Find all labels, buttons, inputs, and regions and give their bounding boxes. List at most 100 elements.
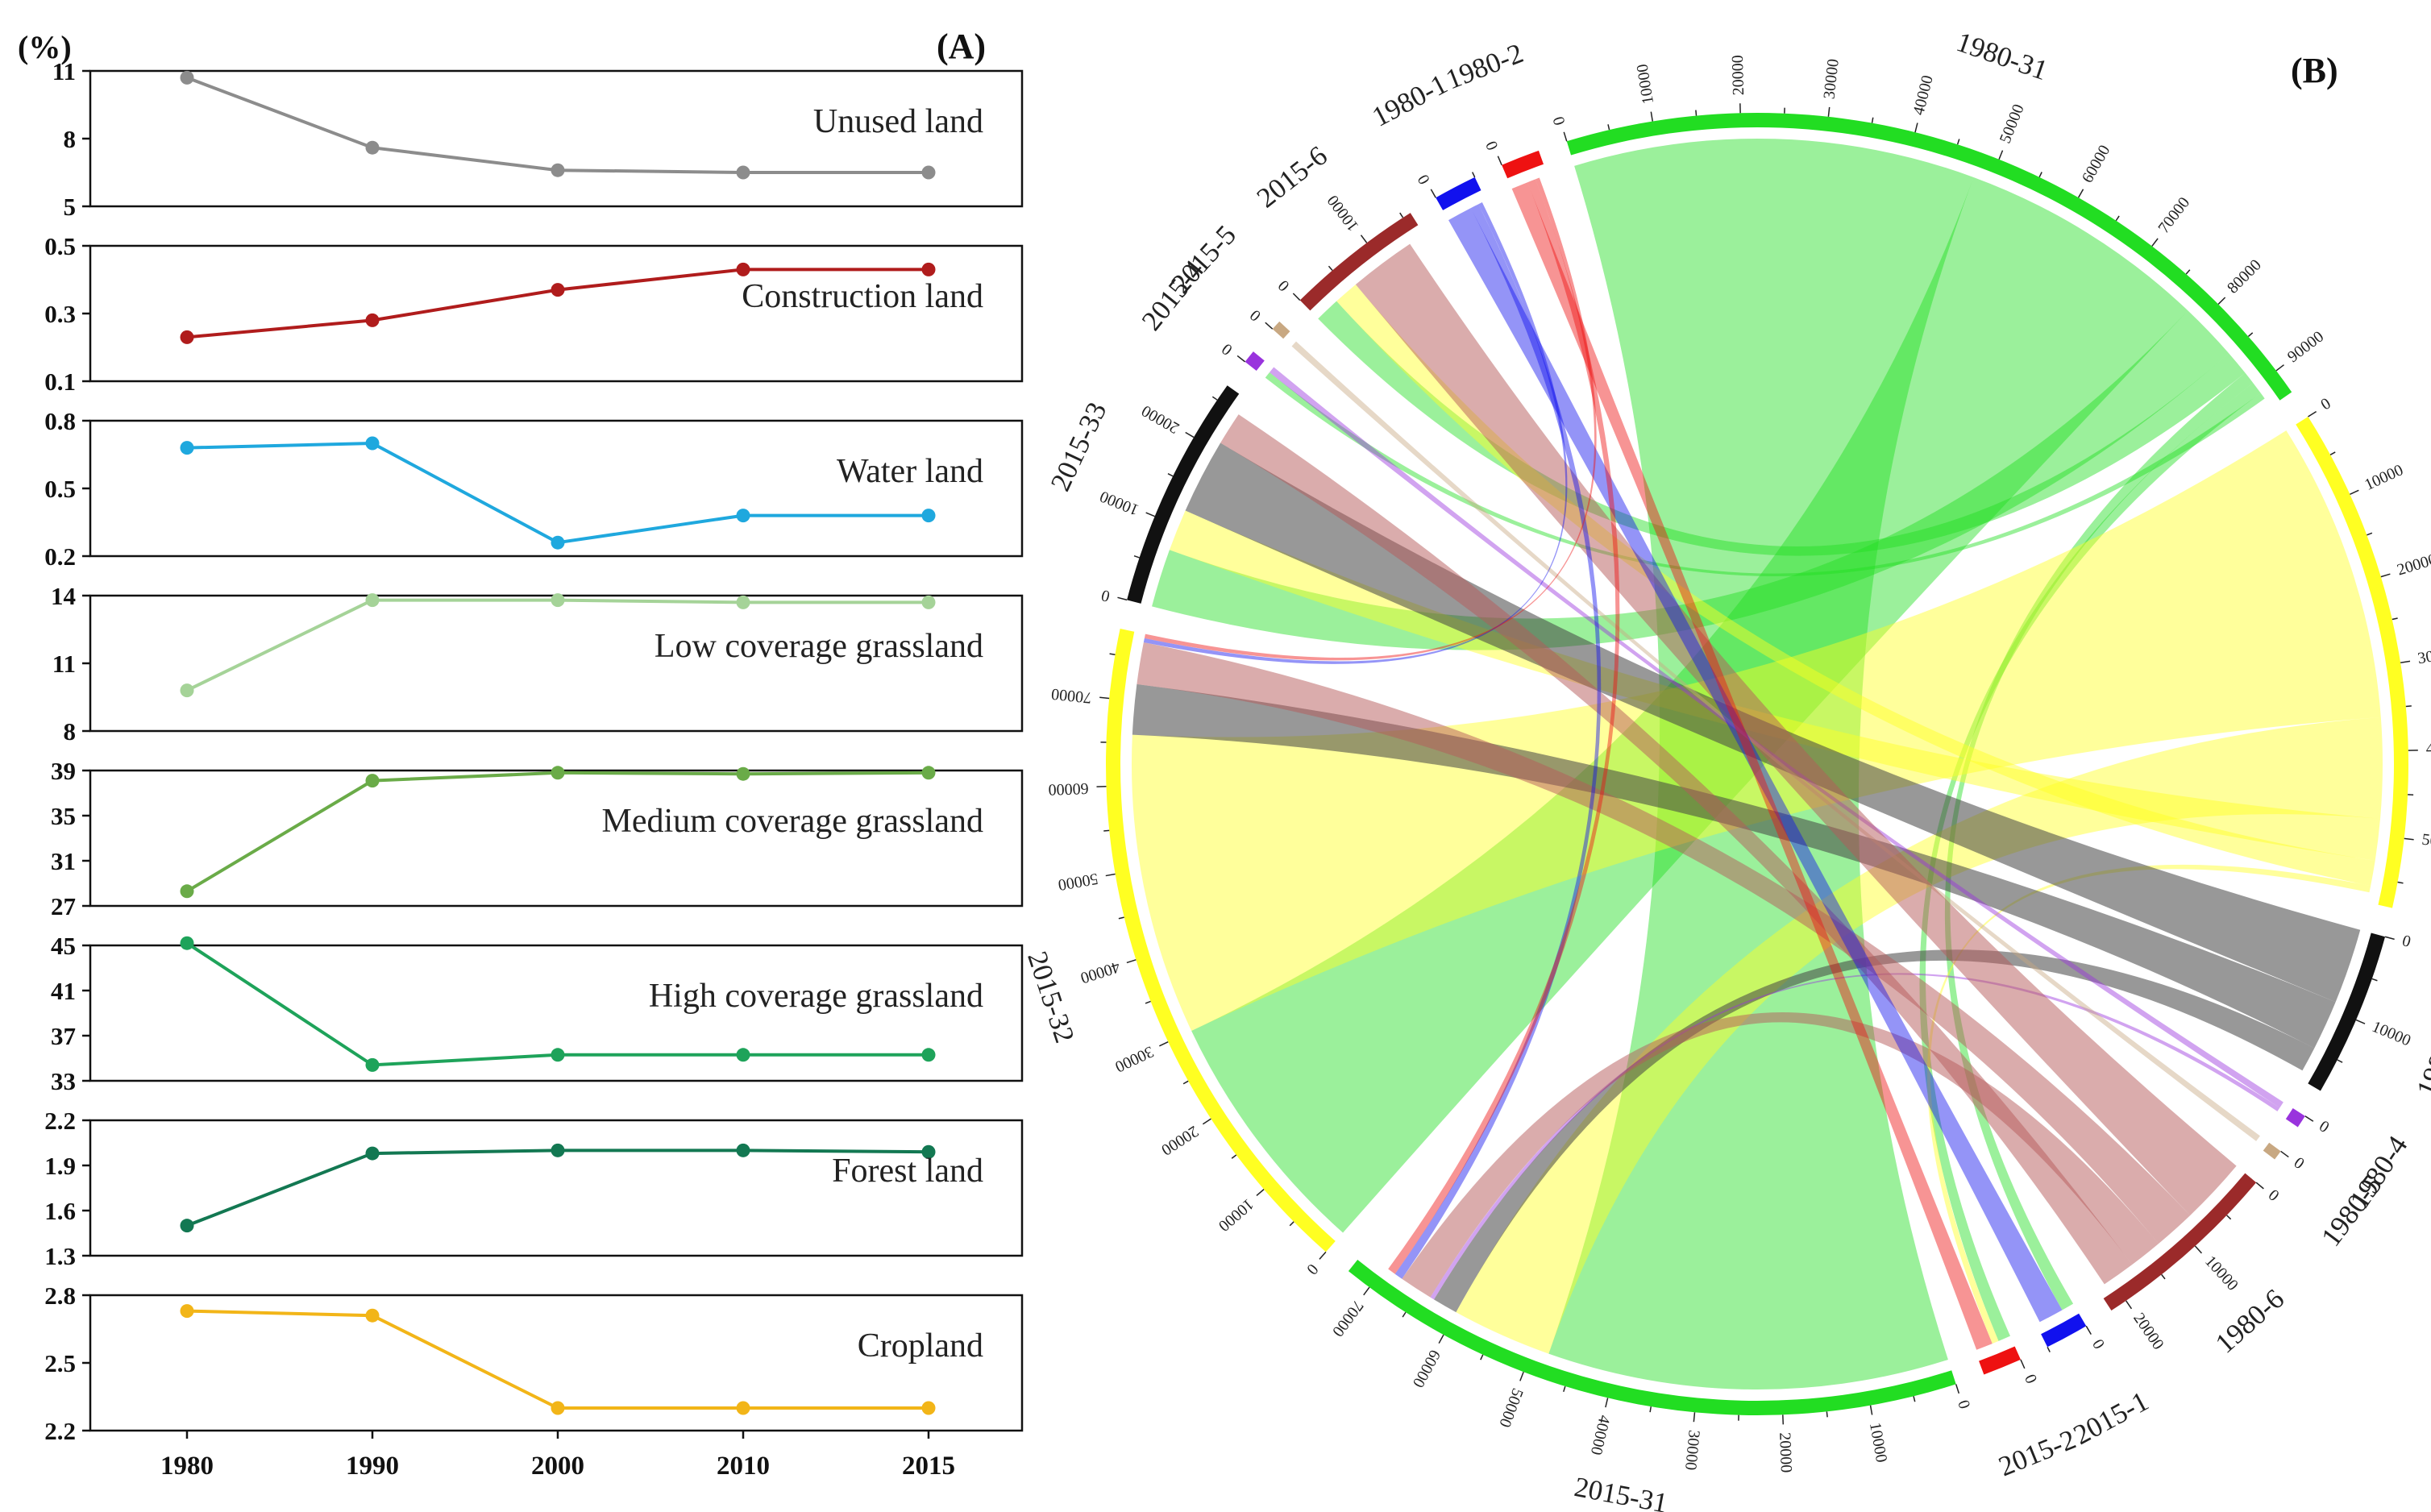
y-tick-label: 0.1 xyxy=(44,368,76,396)
segment-tick-label: 50000 xyxy=(2421,831,2431,854)
data-point-1990 xyxy=(365,436,380,451)
segment-arc xyxy=(1299,213,1419,311)
segment-tick xyxy=(1126,959,1137,964)
segment-tick xyxy=(2115,215,2120,222)
segment-tick xyxy=(1265,322,1274,330)
segment-tick xyxy=(1328,265,1333,271)
segment-tick xyxy=(1563,131,1568,142)
data-point-2000 xyxy=(551,1048,565,1062)
data-point-1980 xyxy=(180,936,194,950)
data-point-1980 xyxy=(180,330,194,344)
chord-1980-33-to-2015-33 xyxy=(1185,442,2361,1003)
segment-tick xyxy=(1231,1154,1237,1159)
series-title: Forest land xyxy=(832,1153,983,1190)
subplot-low-coverage-grassland: 14 11 8 Low coverage grassland xyxy=(51,582,1024,746)
data-point-2000 xyxy=(551,1143,565,1157)
segment-arc xyxy=(2041,1313,2087,1348)
segment-tick-label: 0 xyxy=(2400,932,2412,951)
data-point-2015 xyxy=(921,1144,936,1159)
segment-label: 1980-6 xyxy=(2209,1283,2290,1360)
y-tick-label: 1.3 xyxy=(44,1242,76,1270)
segment-tick xyxy=(2255,1182,2264,1190)
segment-tick xyxy=(1956,139,1960,145)
series-title: Unused land xyxy=(813,103,983,140)
segment-tick-label: 0 xyxy=(1099,586,1112,605)
segment-label: 2015-31 xyxy=(1572,1471,1670,1512)
segment-tick-label: 30000 xyxy=(1681,1429,1703,1471)
segment-tick-label: 0 xyxy=(1415,172,1434,188)
data-point-2010 xyxy=(736,766,750,781)
segment-tick xyxy=(2247,332,2254,338)
segment-tick-label: 90000 xyxy=(2284,328,2327,367)
segment-tick-label: 10000 xyxy=(1215,1195,1257,1235)
segment-tick xyxy=(1185,431,1195,438)
segment-arc xyxy=(2263,1142,2281,1160)
y-tick-label: 35 xyxy=(51,802,76,830)
segment-tick xyxy=(1430,189,1436,198)
data-point-2010 xyxy=(736,1401,750,1415)
subplot-frame xyxy=(89,944,1024,1082)
segment-tick xyxy=(1869,1405,1873,1415)
segment-arc xyxy=(1436,177,1481,210)
segment-arc xyxy=(2285,1108,2305,1128)
segment-arc xyxy=(1348,1260,1956,1415)
segment-tick xyxy=(1117,596,1128,601)
y-tick-label: 39 xyxy=(51,757,76,785)
subplot-forest-land: 2.2 1.9 1.6 1.3 Forest land xyxy=(44,1107,1024,1270)
segment-tick-label: 50000 xyxy=(1997,102,2028,146)
segment-label: 1980-5 xyxy=(2315,1169,2388,1252)
segment-tick-label: 60000 xyxy=(2079,142,2114,185)
segment-tick xyxy=(1145,1000,1151,1004)
segment-tick xyxy=(2217,297,2226,305)
segment-tick xyxy=(1319,1251,1327,1260)
data-point-1980 xyxy=(180,1219,194,1233)
subplot-frame xyxy=(89,1119,1024,1257)
segment-tick-label: 40000 xyxy=(1078,957,1122,987)
segment-tick-label: 50000 xyxy=(1495,1385,1526,1430)
panel-b-chord-diagram: (B) 0 10000 20000 30000 40000 50000 60000 70000… xyxy=(1021,26,2431,1512)
series-line xyxy=(186,1309,929,1410)
data-point-1990 xyxy=(365,593,380,608)
y-tick-label: 33 xyxy=(51,1067,76,1095)
series-line xyxy=(186,1149,929,1227)
data-point-2010 xyxy=(736,595,750,609)
data-point-2010 xyxy=(736,262,750,276)
y-tick-label: 0.5 xyxy=(44,475,76,503)
y-tick-label: 1.9 xyxy=(44,1152,76,1180)
y-tick-label: 2.8 xyxy=(44,1281,76,1310)
segment-arc xyxy=(1272,321,1290,339)
segment-tick xyxy=(1167,473,1174,477)
y-tick-label: 11 xyxy=(52,57,76,85)
segment-1980-2: 0 1980-2 xyxy=(1441,37,1544,179)
segment-tick-label: 0 xyxy=(2316,1117,2332,1136)
segment-tick xyxy=(2275,364,2284,372)
y-tick-label: 31 xyxy=(51,847,76,875)
segment-tick xyxy=(1519,1371,1524,1381)
segment-tick-label: 0 xyxy=(2088,1336,2108,1352)
segment-tick xyxy=(1605,1398,1609,1408)
y-tick-label: 0.2 xyxy=(44,542,76,571)
segment-tick xyxy=(1099,696,1110,700)
segment-tick-label: 10000 xyxy=(1633,63,1657,106)
segment-tick-label: 30000 xyxy=(2416,644,2431,668)
segment-tick-label: 0 xyxy=(2265,1186,2283,1205)
segment-tick xyxy=(1182,1080,1189,1085)
y-tick-label: 2.5 xyxy=(44,1349,76,1377)
segment-tick-label: 0 xyxy=(1550,114,1569,127)
segment-tick xyxy=(2380,573,2391,578)
segment-tick xyxy=(1118,916,1124,920)
panel-a-line-charts: (%) (A) 11 8 5 Unused land 0.5 0.3 0.1 Construc… xyxy=(18,27,1024,1481)
segment-label: 1980-1 xyxy=(1367,68,1452,133)
segment-tick-label: 20000 xyxy=(1776,1432,1795,1473)
segment-tick xyxy=(1211,396,1218,401)
segment-tick xyxy=(1256,1189,1265,1197)
subplot-unused-land: 11 8 5 Unused land xyxy=(52,57,1024,221)
segment-tick-label: 20000 xyxy=(1139,401,1182,437)
data-point-1980 xyxy=(180,70,194,85)
segment-tick xyxy=(1289,1221,1294,1227)
y-tick-label: 0.3 xyxy=(44,300,76,328)
segment-tick xyxy=(1202,1118,1211,1125)
panel-a-label: (A) xyxy=(937,27,986,66)
data-point-2000 xyxy=(551,535,565,550)
